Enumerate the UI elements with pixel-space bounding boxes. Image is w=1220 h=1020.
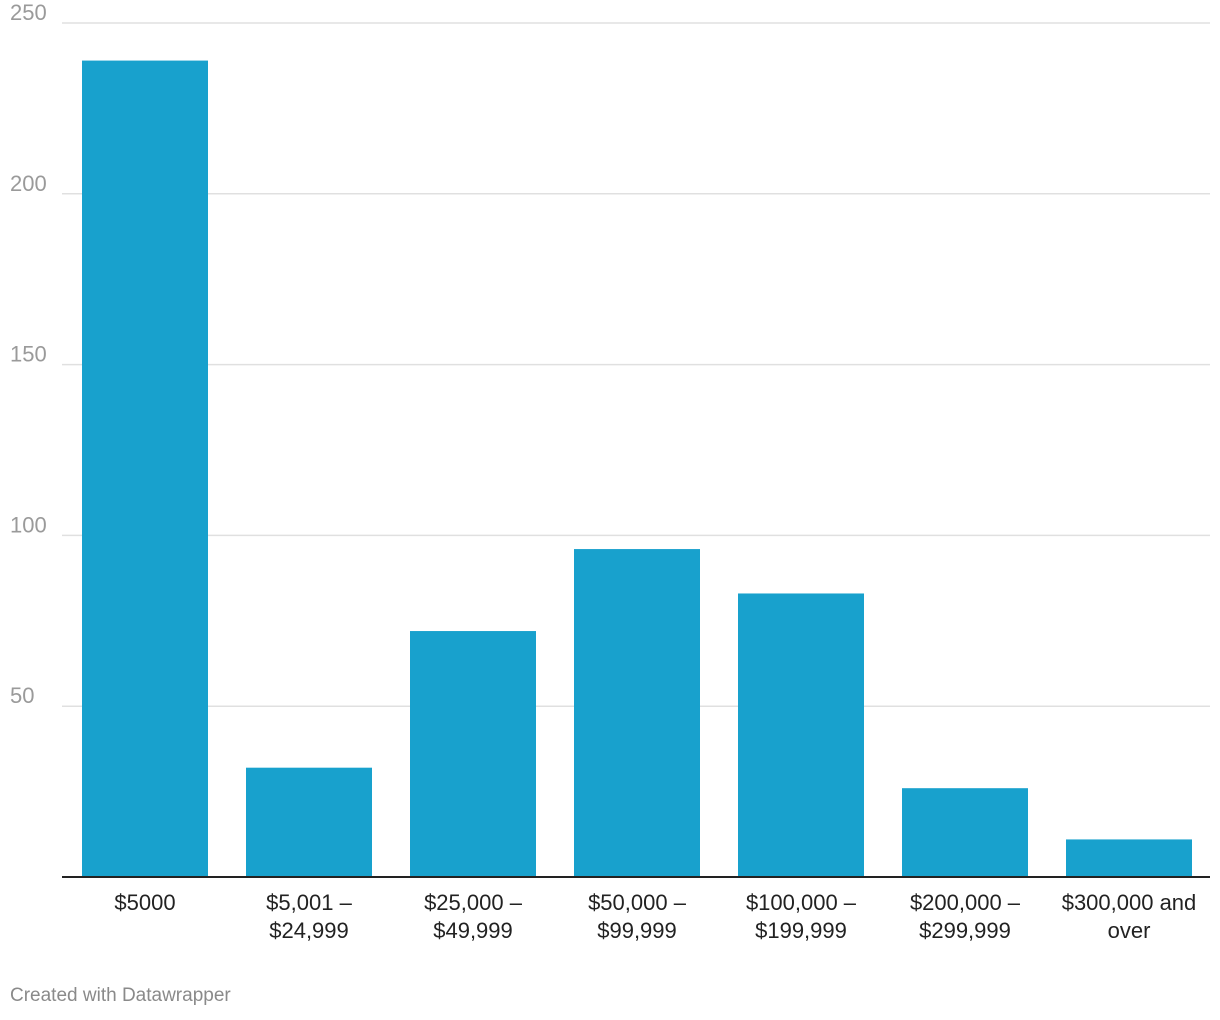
bar-0 (82, 60, 208, 878)
y-tick-label-200: 200 (10, 171, 47, 196)
category-label-line: $100,000 – (746, 890, 857, 915)
y-tick-label-50: 50 (10, 683, 34, 708)
category-label-0: $5000 (114, 890, 175, 915)
category-label-line: $200,000 – (910, 890, 1021, 915)
bar-4 (738, 593, 864, 877)
y-tick-label-250: 250 (10, 0, 47, 25)
bar-1 (246, 767, 372, 877)
category-label-line: $99,999 (597, 918, 677, 943)
y-tick-label-100: 100 (10, 512, 47, 537)
category-label-3: $50,000 – $99,999 (588, 890, 687, 943)
category-label-1: $5,001 – $24,999 (266, 890, 352, 943)
bar-3 (574, 549, 700, 877)
category-label-line: $300,000 and (1062, 890, 1197, 915)
bar-5 (902, 788, 1028, 877)
category-label-6: $300,000 and over (1062, 890, 1197, 943)
category-label-line: $199,999 (755, 918, 847, 943)
category-label-4: $100,000 – $199,999 (746, 890, 857, 943)
category-label-line: $49,999 (433, 918, 513, 943)
category-label-line: $299,999 (919, 918, 1011, 943)
datawrapper-credit: Created with Datawrapper (10, 985, 231, 1006)
y-tick-label-150: 150 (10, 342, 47, 367)
category-label-line: $24,999 (269, 918, 349, 943)
category-label-5: $200,000 – $299,999 (910, 890, 1021, 943)
category-label-2: $25,000 – $49,999 (424, 890, 523, 943)
category-label-line: over (1108, 918, 1151, 943)
category-label-line: $25,000 – (424, 890, 523, 915)
category-label-line: $5,001 – (266, 890, 352, 915)
category-label-line: $5000 (114, 890, 175, 915)
bar-2 (410, 631, 536, 877)
bar-6 (1066, 839, 1192, 877)
category-label-line: $50,000 – (588, 890, 687, 915)
